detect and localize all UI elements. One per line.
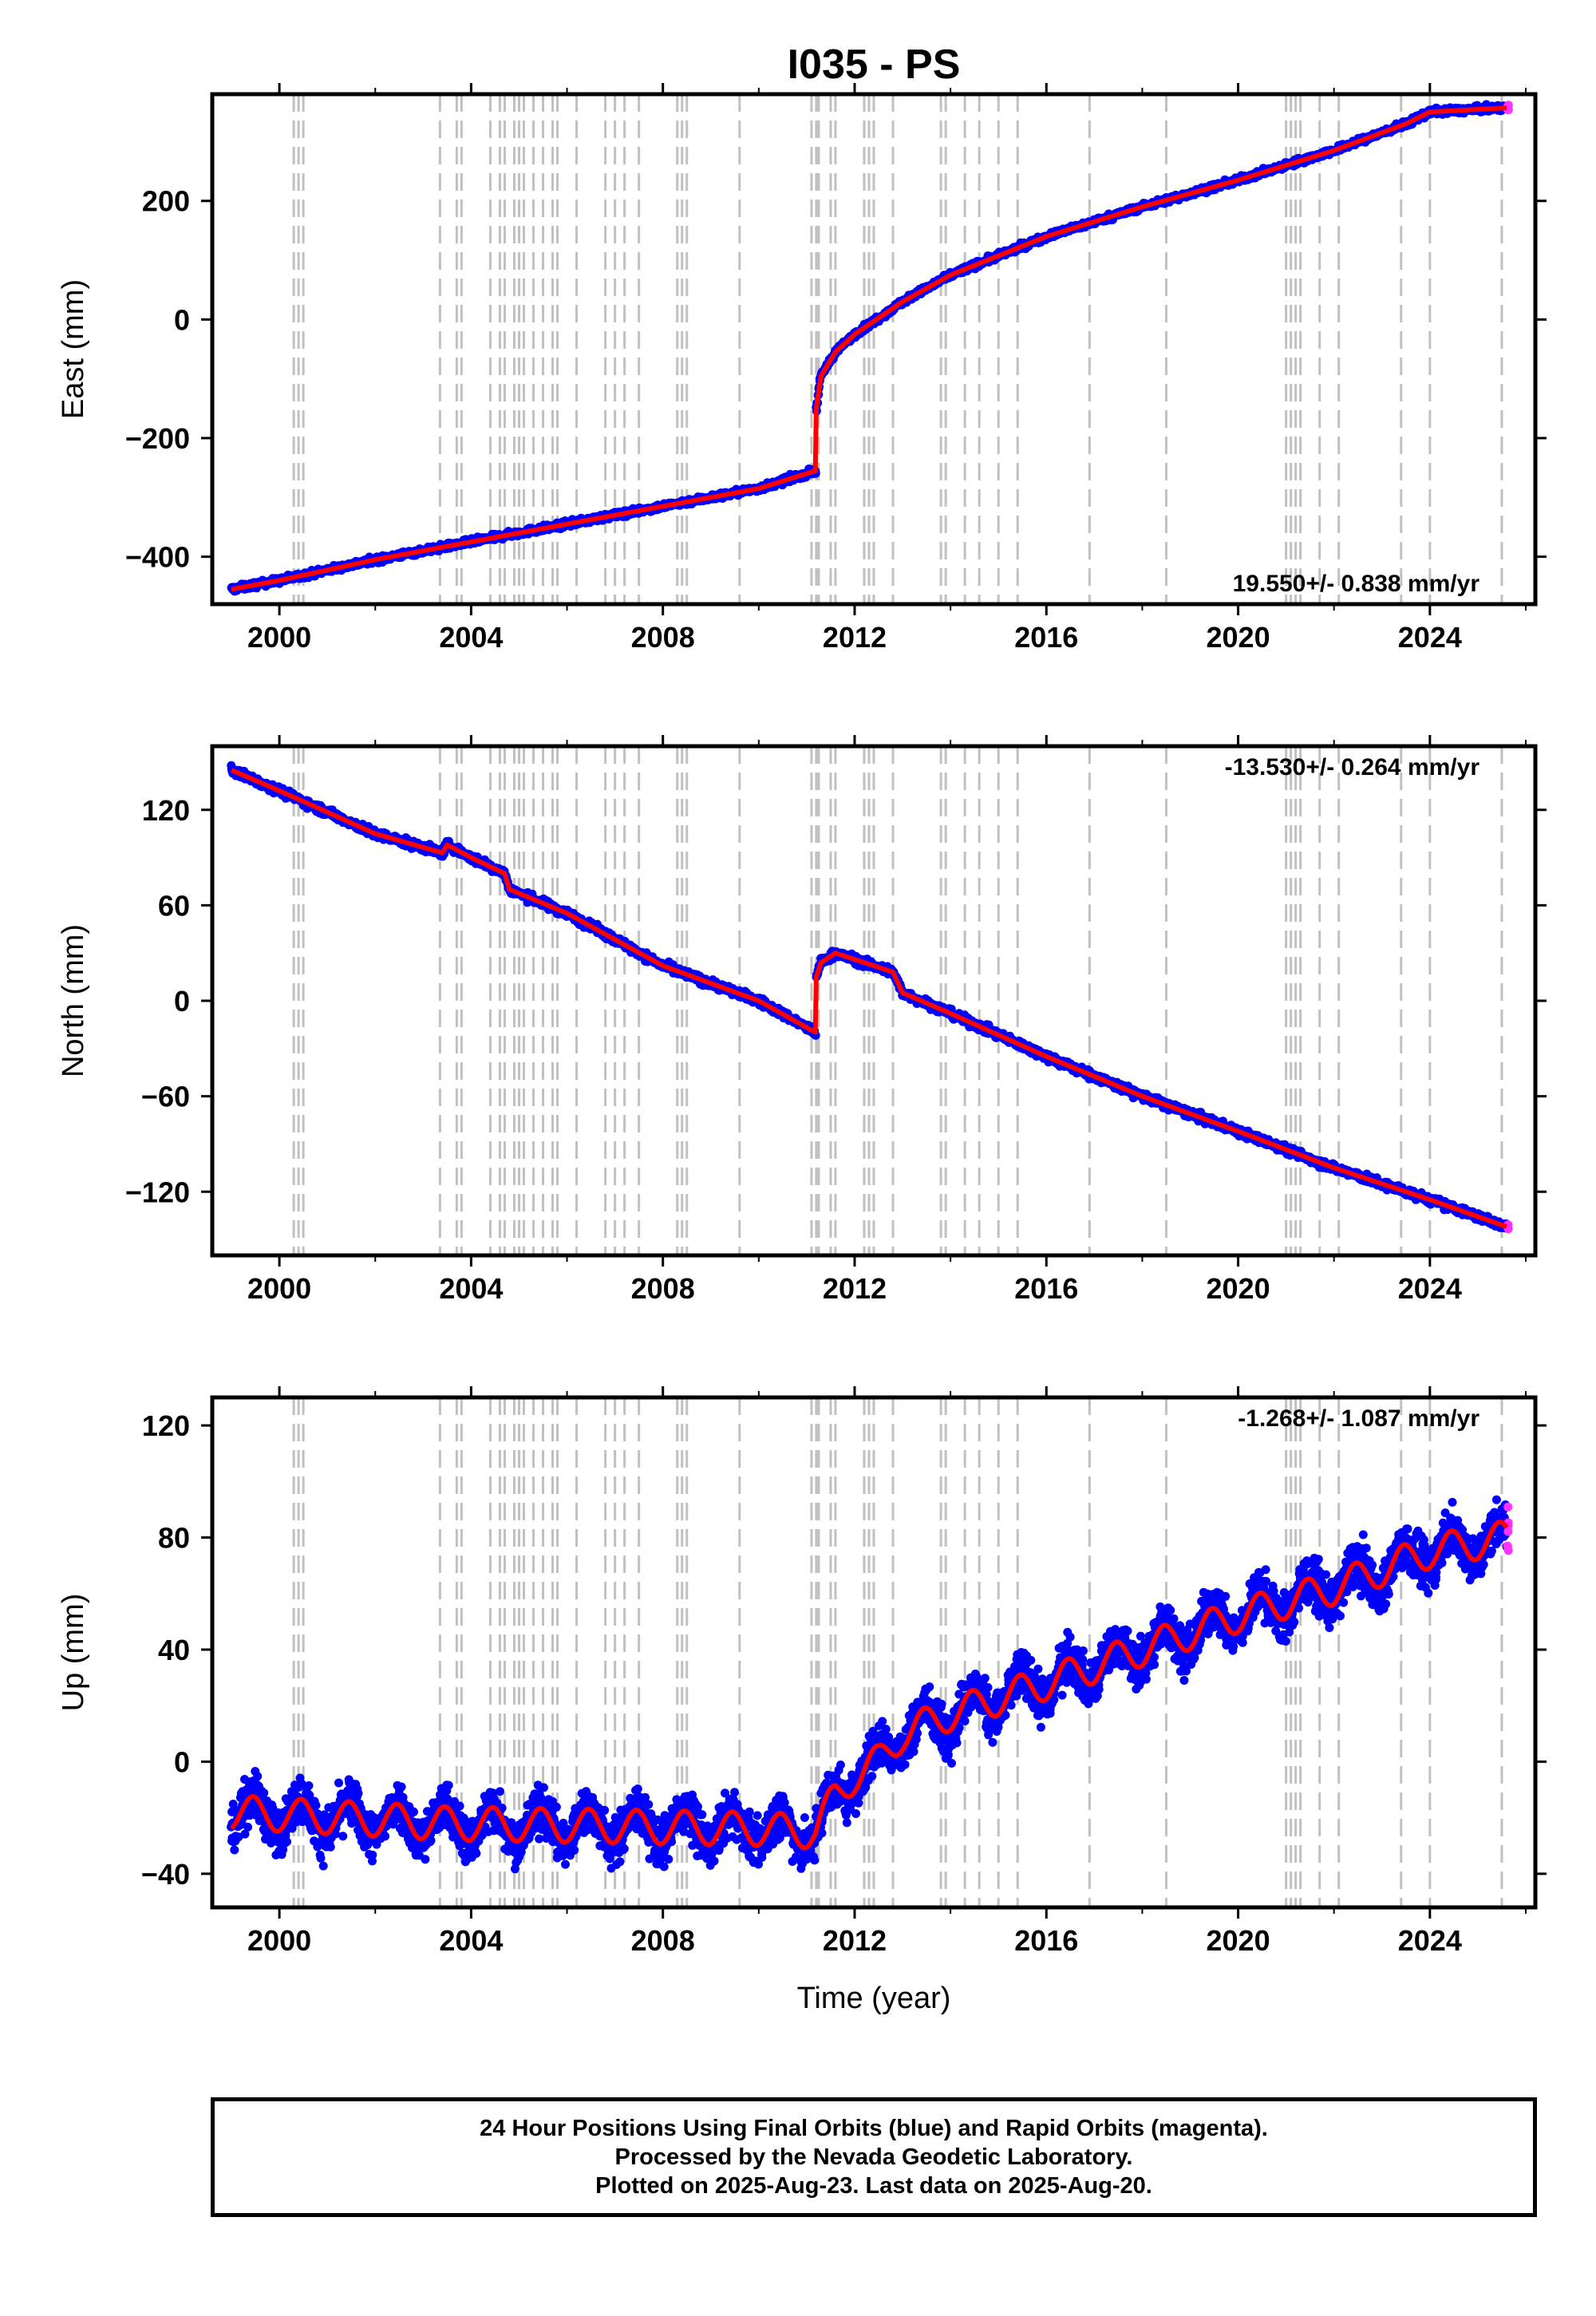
y-tick-label: 200 xyxy=(142,185,190,218)
x-tick-label: 2024 xyxy=(1398,621,1462,654)
y-tick-label: 0 xyxy=(174,303,190,336)
x-tick-label: 2008 xyxy=(631,621,695,654)
y-axis-label: East (mm) xyxy=(57,279,90,419)
north-panel: 2000 2004 2008 2012 2016 2020 2024−120−6006012… xyxy=(57,735,1547,1305)
x-tick-label: 2020 xyxy=(1207,621,1270,654)
y-tick-label: −200 xyxy=(125,422,190,455)
x-tick-label: 2004 xyxy=(439,621,503,654)
x-tick-label: 2012 xyxy=(823,621,887,654)
east-panel: 2000 2004 2008 2012 2016 2020 2024 −400 −200 0 200… xyxy=(57,83,1547,654)
x-tick-label: 2016 xyxy=(1014,621,1078,654)
figure-title: I035 - PS xyxy=(788,41,961,88)
x-tick-label: 2000 xyxy=(247,621,311,654)
y-tick-label: −400 xyxy=(125,541,190,574)
rate-label: 19.550+/- 0.838 mm/yr xyxy=(1233,571,1480,597)
